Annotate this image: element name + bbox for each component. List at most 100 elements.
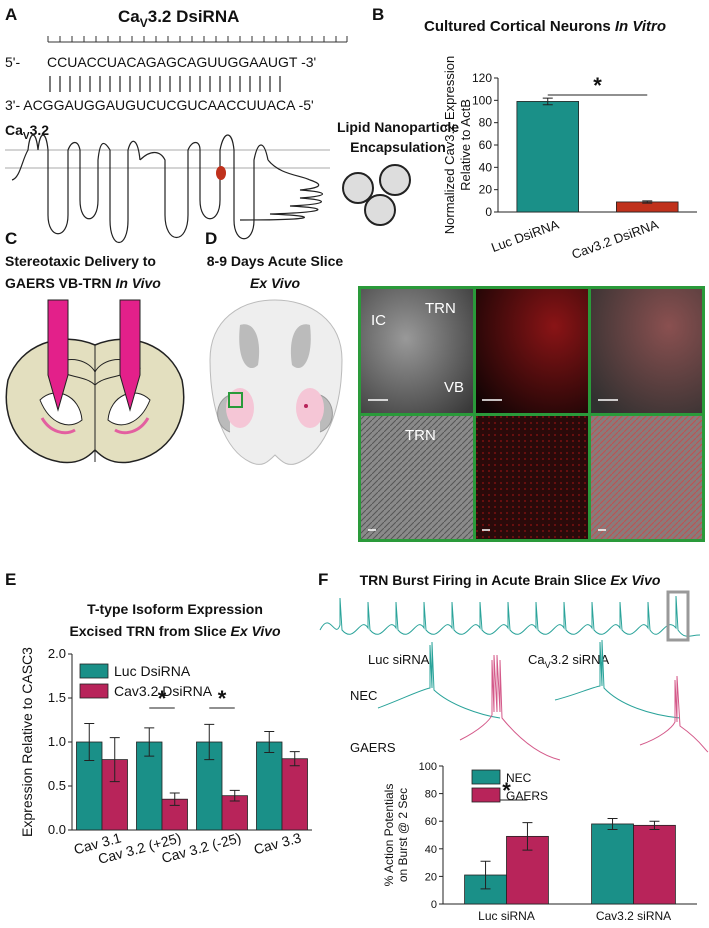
bar [633,824,676,905]
x-tick-label: Cav 3.3 [252,829,303,857]
image-label: VB [444,379,464,396]
y-axis-label: % Action Potentials [382,784,396,887]
label-part: Ca [528,652,545,667]
y-tick-label: 1.0 [48,734,66,749]
sequence: CCUACCUACAGAGCAGUUGGAAUGT -3' [47,54,316,70]
panel-title: T-type Isoform Expression [87,601,263,617]
significance-star: * [593,73,602,98]
y-tick-label: 40 [425,844,437,856]
error-bar [649,820,660,830]
y-tick-label: 40 [479,160,493,174]
y-tick-label: 60 [479,138,493,152]
y-tick-label: 2.0 [48,646,66,661]
panel-label: E [5,570,16,589]
group-label: GAERS [350,740,396,755]
y-tick-label: 0.5 [48,778,66,793]
panel-label: D [205,229,217,248]
protein-label: CaV3.2 [5,122,49,142]
error-bar [169,792,180,806]
error-bar [109,737,120,783]
bar [591,823,634,905]
image-label: TRN [425,300,456,317]
image-label: IC [371,312,386,329]
trace-label: CaV3.2 siRNA [528,652,609,670]
legend-swatch [471,787,501,803]
micrographs [358,286,705,542]
y-tick-label: 100 [419,761,437,773]
y-tick-label: 20 [425,871,437,883]
legend-label: Cav3.2 DsiRNA [114,683,213,699]
x-tick-label: Luc siRNA [478,909,535,923]
title-part: In Vitro [615,18,666,35]
title-part: Ca [118,7,140,26]
error-bar [542,97,553,106]
error-bar [144,727,155,757]
label-part: 3.2 siRNA [551,652,610,667]
panel-title: 8-9 Days Acute Slice [207,253,344,269]
bar [256,741,283,831]
panel-label: B [372,5,384,24]
panel-title: Ex Vivo [250,275,301,291]
seq-prefix: 5'- [5,54,20,70]
panel-title: CaV3.2 DsiRNA [118,7,239,30]
burst-detail [377,639,709,761]
error-bar [480,860,491,890]
target-site [216,166,226,180]
brain-horizontal [209,299,343,465]
panel-label: A [5,5,17,24]
title-part: Cultured Cortical Neurons [424,18,615,35]
panel-title: Excised TRN from Slice Ex Vivo [69,623,281,639]
title-part: Excised TRN from Slice [69,623,230,639]
error-bar [642,200,653,204]
x-tick-label: Cav3.2 DsiRNA [570,217,661,262]
legend-swatch [471,769,501,785]
y-tick-label: 120 [472,71,492,85]
error-bar [289,751,300,767]
channel-diagram [5,134,330,243]
brain-coronal [5,299,185,464]
sequence: 3'- ACGGAUGGAUGUCUCGUCAACCUUACA -5' [5,97,314,113]
x-tick-label: Cav3.2 siRNA [596,909,671,923]
error-bar [84,723,95,761]
error-bar [522,822,533,851]
panel-label: C [5,229,17,248]
y-axis-label: Relative to ActB [458,99,473,191]
lnp-label: Lipid Nanoparticle [337,119,459,135]
group-label: NEC [350,688,377,703]
ruler [47,36,348,43]
title-part: Ex Vivo [231,623,282,639]
y-tick-label: 80 [425,789,437,801]
bar [136,741,163,831]
title-part: Ex Vivo [610,572,661,588]
y-axis-label: on Burst @ 2 Sec [396,788,410,882]
label-part: Ca [5,122,23,138]
lnp-label: Encapsulation [350,139,446,155]
title-part: TRN Burst Firing in Acute Brain Slice [360,572,611,588]
bar [281,758,308,831]
error-bar [607,817,618,830]
error-bar [264,730,275,754]
panel-title: Stereotaxic Delivery to [5,253,156,269]
trace-label: Luc siRNA [368,652,430,667]
label-sub: V [545,660,551,670]
panel-title: TRN Burst Firing in Acute Brain Slice Ex… [360,572,661,588]
y-tick-label: 60 [425,816,437,828]
y-tick-label: 0.0 [48,822,66,837]
significance-star: * [218,686,227,711]
title-part: 3.2 DsiRNA [148,7,240,26]
significance-star: * [502,778,511,803]
legend-swatch [79,683,109,699]
y-tick-label: 100 [472,93,492,107]
y-axis-label: Expression Relative to CASC3 [19,647,35,837]
legend-swatch [79,663,109,679]
x-tick-label: Luc DsiRNA [489,217,561,255]
y-tick-label: 0 [431,899,437,911]
label-sub: V [23,131,30,142]
significance-star: * [158,686,167,711]
y-tick-label: 0 [485,205,492,219]
error-bar [204,723,215,761]
y-axis-label: Normalized Cav3.2 Expression [442,56,457,234]
base-pairs [49,76,281,92]
legend-label: NEC [506,771,532,785]
